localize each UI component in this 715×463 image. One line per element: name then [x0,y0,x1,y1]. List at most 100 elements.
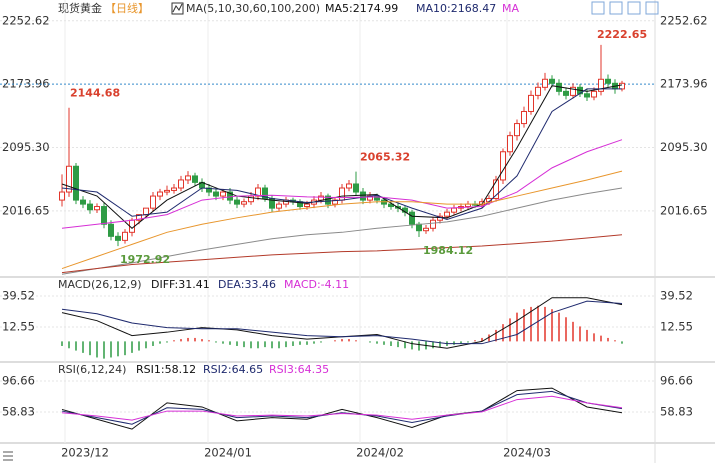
legend-entry: MA5:2174.99 [325,2,398,15]
candle-body [346,183,352,189]
candle-body [115,235,121,241]
indicator-line [61,88,622,220]
candle-body [220,191,226,197]
candle-body [388,203,394,208]
candle-body [416,223,422,232]
legend-entry: MACD:-4.11 [284,278,349,291]
candle-body [87,203,93,211]
legend-title: MA(5,10,30,60,100,200) [186,2,320,15]
y-tick-label: 2095.30 [660,140,708,154]
y-tick-label-left: 12.55 [2,319,35,333]
instrument-title: 现货黄金 [58,1,102,15]
candle-body [423,227,429,232]
candle-body [353,183,359,193]
candle-body [360,191,366,201]
indicator-line [61,300,623,345]
candle-body [171,187,177,191]
y-tick-label-left: 2252.62 [2,13,50,27]
candle-body [430,219,436,229]
toolbar-button[interactable] [591,1,605,15]
candle-body [325,195,331,205]
indicator-line [61,390,623,425]
candle-body [248,195,254,203]
candle-body [101,206,107,225]
candle-body [143,207,149,216]
x-tick-label: 2024/01 [204,446,252,460]
y-tick-label-left: 58.83 [2,405,35,419]
x-tick-label: 2024/03 [503,446,551,460]
candle-body [584,93,590,98]
candle-body [451,207,457,213]
candle-body [185,175,191,181]
candle-body [598,78,604,92]
candle-body [262,187,268,199]
candle-body [521,110,527,125]
candle-body [500,151,506,181]
toolbar-button[interactable] [627,1,641,15]
candle-body [66,165,72,193]
price-annotation: 1984.12 [423,244,473,257]
candle-body [192,175,198,183]
toolbar[interactable] [591,1,659,15]
candle-body [542,78,548,88]
candle-body [136,214,142,221]
candle-body [164,189,170,193]
price-annotation: 2065.32 [360,151,410,164]
indicator-line [61,170,623,270]
indicator-line [61,234,623,274]
y-tick-label: 96.66 [660,374,693,388]
price-annotation: 2222.65 [597,28,647,41]
toolbar-button[interactable] [609,1,623,15]
candle-body [563,90,569,96]
candle-body [108,223,114,237]
indicator-line [61,139,623,229]
x-tick-label: 2024/02 [356,446,404,460]
candle-body [444,211,450,217]
candle-body [80,199,86,205]
candle-body [276,203,282,209]
indicator-line [61,387,623,430]
menu-icon[interactable] [3,451,13,461]
legend-title: MACD(26,12,9) [58,278,142,291]
candle-body [549,78,555,84]
toolbar-button[interactable] [645,1,659,15]
candle-body [227,191,233,201]
y-tick-label: 2016.65 [660,203,708,217]
candle-body [493,179,499,199]
y-tick-label: 2173.96 [660,77,708,91]
y-tick-label: 58.83 [660,405,693,419]
candle-body [241,201,247,205]
legend-entry: RSI3:64.35 [269,363,329,376]
candle-body [122,231,128,241]
y-tick-label: 39.52 [660,288,693,302]
candle-body [570,86,576,96]
legend-entry: MA10:2168.47 [416,2,496,15]
indicator-line [61,395,623,421]
candle-body [304,203,310,208]
legend-entry: RSI1:58.12 [136,363,196,376]
legend-title: RSI(6,12,24) [58,363,126,376]
legend-entry: RSI2:64.65 [203,363,263,376]
candle-body [234,199,240,205]
legend-entry: DIFF:31.41 [151,278,210,291]
candle-body [619,82,625,90]
y-tick-label-left: 39.52 [2,288,35,302]
y-tick-label: 12.55 [660,319,693,333]
price-annotation: 2144.68 [70,87,120,100]
candle-body [528,94,534,112]
y-tick-label-left: 2016.65 [2,203,50,217]
candle-body [59,191,65,201]
x-tick-label: 2023/12 [61,446,109,460]
y-tick-label-left: 2095.30 [2,140,50,154]
candle-body [73,165,79,201]
price-annotation: 1972.92 [120,253,170,266]
period-label: 【日线】 [105,1,149,15]
candle-body [605,78,611,84]
candle-body [514,123,520,137]
candle-body [409,211,415,225]
candle-body [213,191,219,197]
candle-body [507,135,513,153]
y-tick-label: 2252.62 [660,13,708,27]
candle-body [157,191,163,197]
